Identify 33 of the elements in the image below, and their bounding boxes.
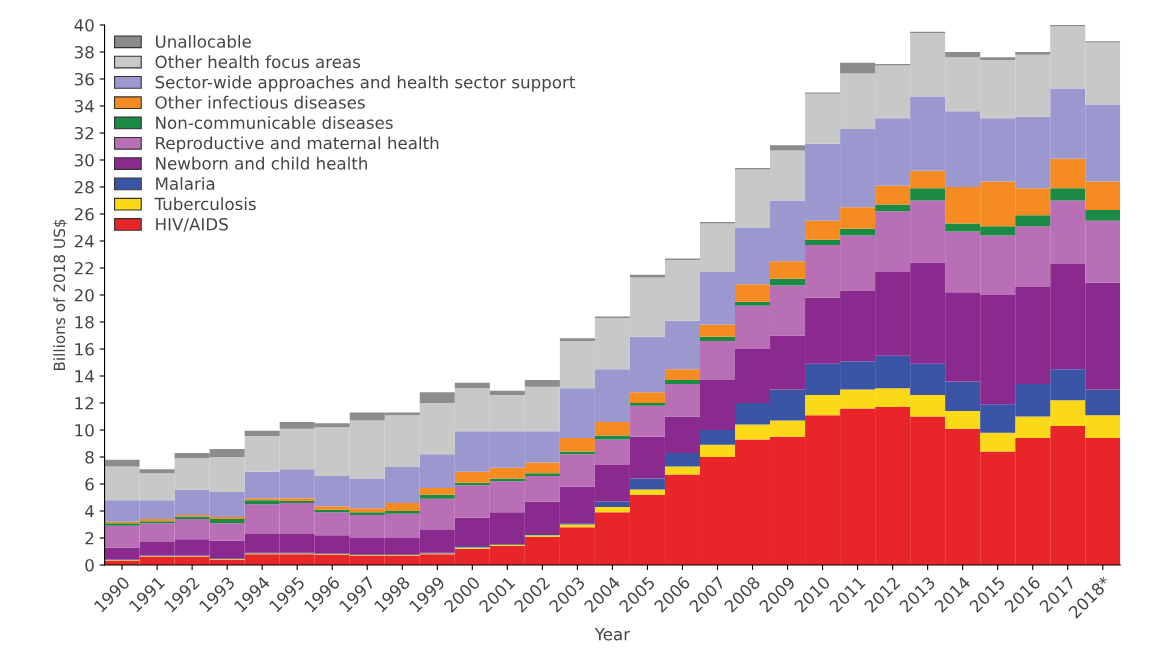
y-tick-label: 28 [74, 180, 94, 194]
y-tick-label: 8 [85, 450, 94, 464]
legend-label: Newborn and child health [156, 156, 367, 170]
x-axis-title: Year [594, 628, 631, 641]
legend-label: Other infectious diseases [155, 95, 365, 109]
y-tick-label: 16 [75, 342, 94, 356]
y-tick-label: 4 [85, 505, 94, 518]
y-tick-label: 22 [74, 261, 94, 275]
y-axis-title: Billions of 2018 US$ [53, 219, 68, 371]
legend-label: Unallocable [156, 34, 251, 48]
y-tick-label: 30 [74, 153, 94, 167]
y-tick-label: 6 [85, 477, 94, 491]
y-tick-label: 34 [74, 99, 94, 113]
y-tick-label: 38 [74, 45, 94, 59]
y-tick-label: 2 [85, 531, 94, 545]
legend-label: Tuberculosis [154, 197, 256, 211]
y-tick-label: 12 [75, 396, 94, 410]
y-tick-label: 26 [74, 207, 94, 221]
y-tick-label: 0 [85, 558, 94, 572]
legend-label: HIV/AIDS [156, 217, 228, 232]
y-tick-label: 14 [75, 370, 94, 383]
y-tick-label: 24 [74, 234, 94, 248]
y-tick-label: 20 [74, 288, 94, 302]
legend-label: Sector-wide approaches and health sector support [155, 75, 575, 92]
y-tick-label: 18 [75, 315, 94, 329]
legend-label: Non-communicable diseases [156, 116, 393, 130]
y-tick-label: 10 [75, 423, 94, 437]
y-tick-label: 32 [74, 126, 94, 140]
legend-label: Malaria [156, 177, 215, 190]
legend-label: Other health focus areas [155, 55, 361, 69]
y-tick-label: 40 [74, 18, 94, 32]
y-tick-label: 36 [74, 72, 94, 86]
legend-label: Reproductive and maternal health [156, 136, 439, 153]
